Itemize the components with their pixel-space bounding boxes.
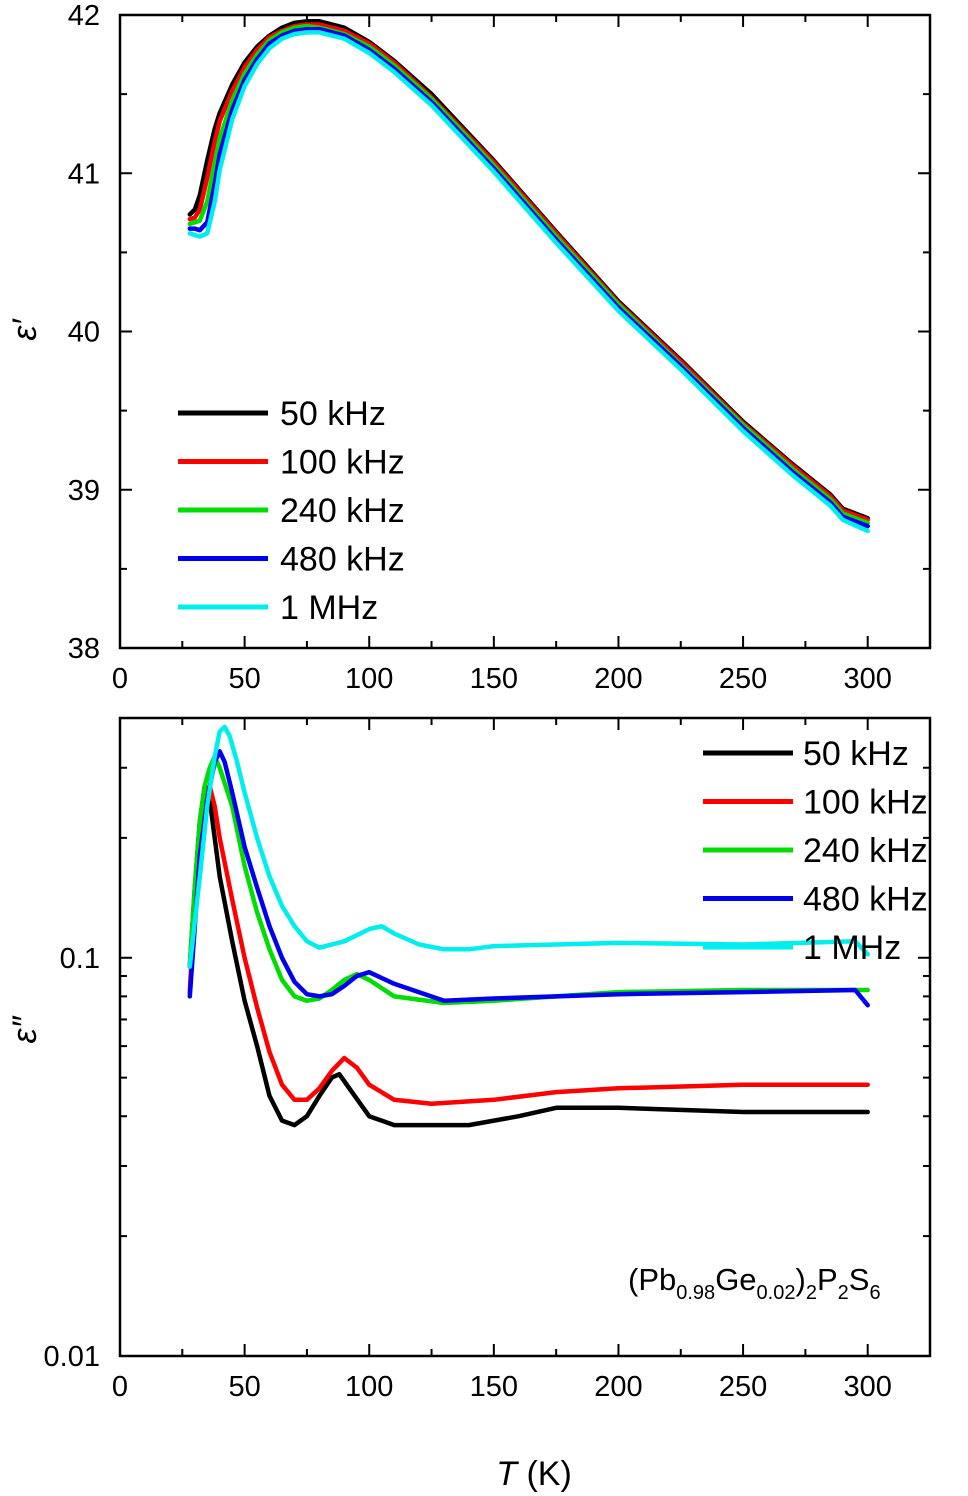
legend-label: 100 kHz (803, 784, 928, 822)
y-tick-label: 40 (68, 317, 100, 349)
plot-frame (118, 13, 932, 650)
legend-label: 1 MHz (280, 589, 378, 627)
x-tick-label: 0 (112, 1371, 128, 1403)
series-line (187, 749, 870, 1008)
y-axis-title: ε″ (6, 1016, 44, 1044)
series-line (187, 754, 870, 1006)
y-tick-label: 0.01 (44, 1341, 100, 1373)
x-tick-label: 50 (228, 1371, 260, 1403)
x-tick-label: 150 (470, 663, 518, 695)
x-tick-label: 250 (719, 663, 767, 695)
x-tick-label: 100 (345, 1371, 393, 1403)
y-axis-title: ε′ (6, 318, 44, 341)
legend-label: 50 kHz (280, 395, 386, 433)
plot-frame (118, 716, 932, 1358)
x-tick-label: 300 (843, 663, 891, 695)
y-tick-label: 42 (68, 0, 100, 32)
series-line (187, 30, 870, 534)
legend-label: 480 kHz (803, 881, 928, 919)
legend-label: 100 kHz (280, 444, 405, 482)
x-tick-label: 0 (112, 663, 128, 695)
x-tick-label: 50 (228, 663, 260, 695)
y-tick-label: 0.1 (60, 943, 100, 975)
panel-bottom: 0 50 100 150 200 250 300 0.01 0.1 ε″ 50 kHz 100 kHz… (6, 716, 932, 1403)
y-tick-label: 38 (68, 633, 100, 665)
legend-label: 1 MHz (803, 929, 901, 967)
x-tick-label: 250 (719, 1371, 767, 1403)
legend-label: 50 kHz (803, 735, 909, 773)
x-tick-label: 300 (843, 1371, 891, 1403)
series-line (187, 724, 870, 969)
y-tick-label: 41 (68, 158, 100, 190)
x-tick-label: 200 (594, 663, 642, 695)
series-line (187, 26, 870, 529)
series-line (187, 783, 870, 1128)
compound-annotation: (Pb0.98Ge0.02)2P2S6 (628, 1262, 881, 1304)
y-tick-label: 39 (68, 475, 100, 507)
x-tick-label: 100 (345, 663, 393, 695)
x-tick-label: 200 (594, 1371, 642, 1403)
x-tick-label: 150 (470, 1371, 518, 1403)
legend-label: 480 kHz (280, 541, 405, 579)
legend-label: 240 kHz (280, 492, 405, 530)
x-axis-title: T (K) (496, 1455, 572, 1493)
annotation-text: (Pb0.98Ge0.02)2P2S6 (628, 1262, 881, 1304)
legend-label: 240 kHz (803, 832, 928, 870)
panel-top: 0 50 100 150 200 250 300 38 39 40 41 42 ε′ 50 kHz 100 … (6, 0, 932, 695)
